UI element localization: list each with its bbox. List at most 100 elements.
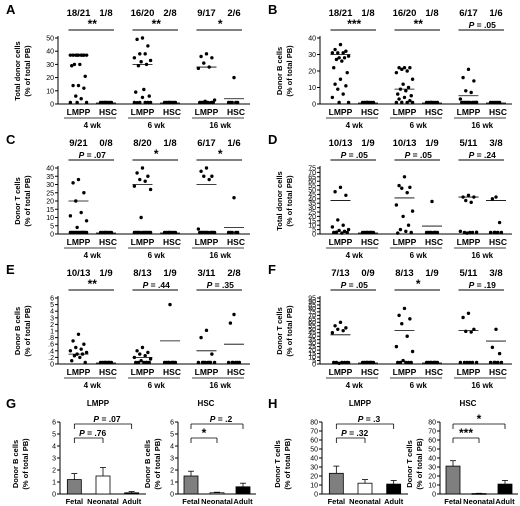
sig-stars: ** bbox=[414, 17, 424, 31]
dot-lmpp bbox=[405, 334, 409, 338]
dot-hsc bbox=[493, 230, 497, 235]
dot-lmpp bbox=[464, 89, 468, 93]
dot-lmpp bbox=[144, 360, 149, 365]
y-tick-label: 10 bbox=[46, 88, 54, 95]
dot-lmpp bbox=[71, 181, 75, 185]
dot-lmpp bbox=[342, 56, 347, 60]
y-tick-label: 10 bbox=[46, 215, 54, 222]
x-label-lmpp: LMPP bbox=[195, 367, 219, 377]
dot-hsc bbox=[365, 100, 369, 105]
x-label-lmpp: LMPP bbox=[457, 237, 481, 247]
y-tick-label: 10 bbox=[310, 483, 318, 490]
y-tick-label: 6 bbox=[170, 420, 174, 427]
group-label: 6 wk bbox=[148, 381, 166, 390]
dot-lmpp bbox=[148, 58, 153, 63]
dot-hsc bbox=[369, 360, 373, 365]
dot-lmpp bbox=[74, 94, 78, 98]
y-tick-label: 0 bbox=[314, 492, 318, 499]
dot-lmpp bbox=[148, 187, 153, 192]
sig-pvalue: P = .19 bbox=[469, 280, 496, 290]
y-tick-label: 50 bbox=[310, 447, 318, 454]
x-label-lmpp: LMPP bbox=[67, 367, 91, 377]
dot-lmpp bbox=[135, 230, 139, 235]
dot-lmpp bbox=[199, 335, 203, 340]
dot-lmpp bbox=[461, 75, 465, 80]
dot-lmpp bbox=[344, 193, 348, 197]
dot-lmpp bbox=[132, 100, 137, 105]
dot-lmpp bbox=[196, 227, 201, 231]
dot-hsc bbox=[231, 360, 235, 365]
dot-lmpp bbox=[466, 193, 471, 197]
dot-lmpp bbox=[147, 94, 151, 98]
dot-hsc bbox=[493, 360, 497, 365]
dot-lmpp bbox=[140, 230, 145, 235]
dot-lmpp bbox=[340, 59, 344, 63]
p-value-text: = .07 bbox=[99, 414, 121, 424]
y-tick-label: 50 bbox=[308, 327, 316, 334]
y-tick-label: 5 bbox=[312, 358, 316, 365]
x-category-label: Adult bbox=[122, 497, 142, 506]
group-label: 6 wk bbox=[148, 121, 166, 130]
sig-stars: *** bbox=[347, 17, 361, 31]
y-axis-label: (% of total PB) bbox=[283, 438, 292, 490]
group-label: 16 wk bbox=[471, 251, 493, 260]
x-label-lmpp: LMPP bbox=[131, 107, 155, 117]
count-hsc: 1/9 bbox=[425, 268, 438, 279]
y-tick-label: .6 bbox=[48, 342, 54, 349]
dot-lmpp bbox=[82, 230, 86, 235]
x-category-label: Fetal bbox=[66, 497, 84, 506]
y-tick-label: 50 bbox=[46, 36, 54, 43]
dot-hsc bbox=[171, 360, 175, 365]
dot-hsc bbox=[488, 230, 493, 235]
dot-lmpp bbox=[330, 95, 335, 100]
dot-lmpp bbox=[204, 52, 209, 56]
dot-lmpp bbox=[405, 190, 409, 195]
dot-lmpp bbox=[75, 230, 79, 235]
y-axis-label: (% of total PB) bbox=[23, 305, 32, 357]
y-tick-label: 0 bbox=[50, 102, 54, 109]
x-label-hsc: HSC bbox=[227, 367, 245, 377]
y-tick-label: 65 bbox=[308, 174, 316, 181]
dot-hsc bbox=[496, 360, 500, 365]
x-label-hsc: HSC bbox=[163, 107, 181, 117]
dot-lmpp bbox=[204, 230, 209, 235]
x-category-label: Neonatal bbox=[349, 497, 381, 506]
dot-lmpp bbox=[139, 60, 143, 64]
y-tick-label: .8 bbox=[48, 335, 54, 342]
y-tick-label: 5 bbox=[312, 227, 316, 234]
y-axis-label: (% of total PB) bbox=[23, 45, 32, 97]
dot-lmpp bbox=[143, 52, 147, 56]
dot-lmpp bbox=[468, 360, 472, 365]
y-tick-label: 2 bbox=[52, 468, 56, 475]
dot-lmpp bbox=[148, 357, 153, 361]
x-category-label: Neonatal bbox=[87, 497, 119, 506]
y-tick-label: 3 bbox=[170, 456, 174, 463]
dot-lmpp bbox=[139, 215, 143, 220]
sig-stars: * bbox=[416, 277, 421, 291]
y-tick-label: 0 bbox=[432, 492, 436, 499]
dot-lmpp bbox=[341, 328, 345, 333]
dot-lmpp bbox=[400, 100, 404, 105]
panel-label: D bbox=[268, 132, 277, 147]
p-value-text: = .35 bbox=[212, 280, 234, 290]
dot-lmpp bbox=[398, 360, 403, 365]
count-hsc: 0/8 bbox=[99, 138, 112, 149]
y-tick-label: 75 bbox=[308, 166, 316, 173]
count-lmpp: 9/21 bbox=[69, 138, 88, 149]
y-axis-label: (% of total PB) bbox=[415, 438, 424, 490]
dot-lmpp bbox=[132, 56, 137, 60]
subplot-title: HSC bbox=[198, 399, 215, 408]
dot-lmpp bbox=[338, 42, 343, 47]
dot-lmpp bbox=[196, 66, 201, 71]
dot-hsc bbox=[232, 75, 236, 80]
y-tick-label: 3 bbox=[50, 315, 54, 322]
dot-lmpp bbox=[330, 225, 335, 229]
bar-adult bbox=[497, 483, 513, 495]
p-value-text: = .05 bbox=[410, 150, 432, 160]
dot-hsc bbox=[98, 100, 103, 105]
dot-lmpp bbox=[410, 349, 415, 354]
dot-lmpp bbox=[469, 200, 473, 205]
subplot-hsc: HSC Donor T cells (% of total PB) 0 10 20 30 40… bbox=[405, 399, 518, 506]
y-tick-label: 25 bbox=[46, 190, 54, 197]
